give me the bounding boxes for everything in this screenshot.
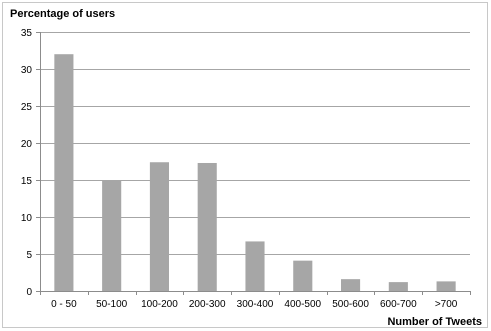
x-tick-label: 300-400	[237, 299, 274, 310]
x-tick-labels: 0 - 50 50-100 100-200 200-300 300-400 400-500…	[51, 299, 458, 310]
x-axis-title: Number of Tweets	[387, 316, 482, 328]
chart-frame	[2, 2, 488, 328]
axes	[36, 32, 471, 295]
x-tick-label: 0 - 50	[51, 299, 77, 310]
bar	[102, 180, 122, 291]
y-tick-label: 10	[21, 213, 33, 224]
bar	[245, 241, 265, 291]
bar	[197, 162, 217, 291]
x-tick-label: 600-700	[380, 299, 417, 310]
y-tick-label: 30	[21, 65, 33, 76]
y-tick-label: 15	[21, 176, 33, 187]
x-tick-label: 50-100	[96, 299, 128, 310]
y-axis-title: Percentage of users	[10, 8, 115, 20]
y-tick-label: 20	[21, 139, 33, 150]
x-tick-label: 100-200	[141, 299, 178, 310]
bars	[54, 54, 456, 292]
y-tick-label: 0	[26, 287, 32, 298]
x-tick-label: 500-600	[332, 299, 369, 310]
x-tick-label: >700	[435, 299, 458, 310]
bar	[388, 282, 408, 291]
y-tick-label: 35	[21, 28, 33, 39]
bar	[293, 260, 313, 291]
y-tick-label: 25	[21, 102, 33, 113]
y-tick-label: 5	[26, 250, 32, 261]
bar	[341, 279, 361, 291]
y-tick-labels: 0 5 10 15 20 25 30 35	[21, 28, 33, 298]
bar	[54, 54, 74, 292]
x-tick-label: 200-300	[189, 299, 226, 310]
bar	[436, 281, 456, 291]
x-tick-label: 400-500	[284, 299, 321, 310]
bar	[149, 162, 169, 291]
